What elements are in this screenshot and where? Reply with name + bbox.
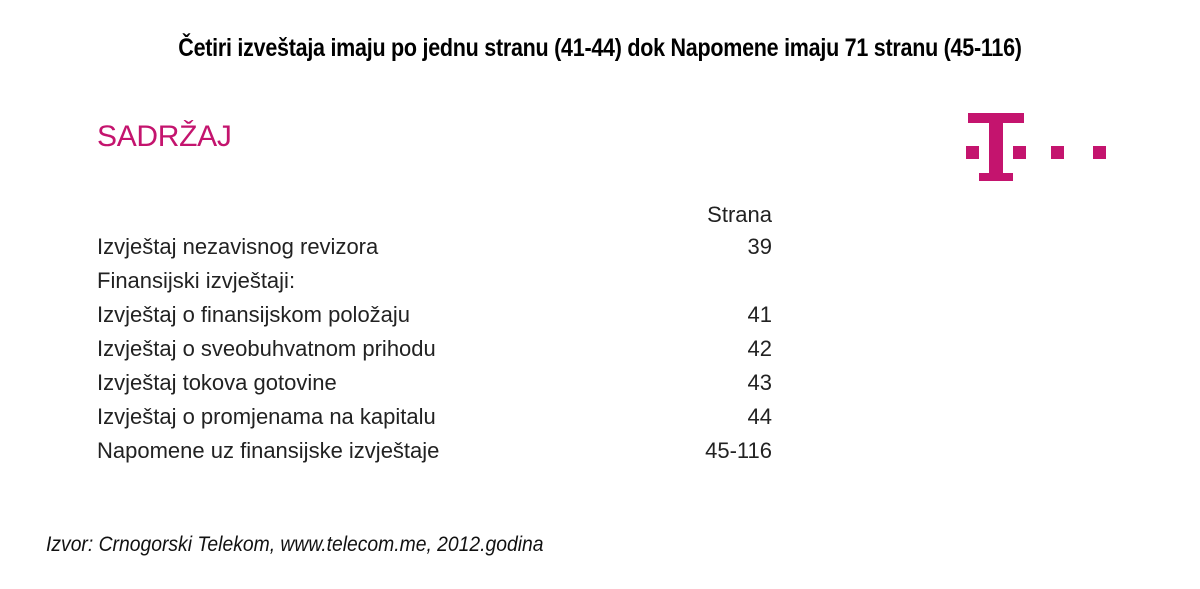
toc-row: Izvještaj o promjenama na kapitalu 44: [97, 400, 777, 434]
toc-entry-page: 39: [747, 234, 772, 259]
toc-row: Izvještaj nezavisnog revizora 39: [97, 230, 777, 264]
page-heading: Četiri izveštaja imaju po jednu stranu (…: [178, 34, 1022, 62]
source-caption: Izvor: Crnogorski Telekom, www.telecom.m…: [46, 533, 544, 556]
toc-row: Napomene uz finansijske izvještaje 45-11…: [97, 434, 777, 468]
toc-entry-label: Izvještaj o sveobuhvatnom prihodu: [97, 336, 436, 361]
toc-entry-label: Izvještaj o finansijskom položaju: [97, 302, 411, 327]
logo-square: [1093, 146, 1106, 159]
toc-entry-page: 45-116: [705, 438, 772, 463]
logo-square: [1051, 146, 1064, 159]
toc-entry-label: Izvještaj nezavisnog revizora: [97, 234, 379, 259]
toc-entry-page: [692, 264, 777, 298]
toc-entry-page: 42: [747, 336, 772, 361]
toc-entry-page: 43: [747, 370, 772, 395]
toc-row: Izvještaj o sveobuhvatnom prihodu 42: [97, 332, 777, 366]
toc-header: Strana: [97, 200, 777, 230]
toc-row: Izvještaj tokova gotovine 43: [97, 366, 777, 400]
logo-t-foot: [979, 173, 1013, 181]
toc-entry-label: Napomene uz finansijske izvještaje: [97, 438, 440, 463]
telekom-t-logo-icon: [966, 113, 1106, 183]
table-of-contents: Strana Izvještaj nezavisnog revizora 39 …: [97, 200, 777, 468]
toc-row: Izvještaj o finansijskom položaju 41: [97, 298, 777, 332]
toc-entry-label: Izvještaj o promjenama na kapitalu: [97, 404, 436, 429]
toc-entry-label: Izvještaj tokova gotovine: [97, 370, 337, 395]
section-title: SADRŽAJ: [97, 120, 232, 153]
page-column-header: Strana: [707, 202, 772, 227]
toc-entry-page: 44: [747, 404, 772, 429]
toc-entry-page: 41: [747, 302, 772, 327]
logo-square: [1013, 146, 1026, 159]
logo-t-stem: [989, 113, 1003, 181]
logo-square: [966, 146, 979, 159]
toc-row: Finansijski izvještaji:: [97, 264, 777, 298]
toc-entry-label: Finansijski izvještaji:: [97, 268, 296, 293]
